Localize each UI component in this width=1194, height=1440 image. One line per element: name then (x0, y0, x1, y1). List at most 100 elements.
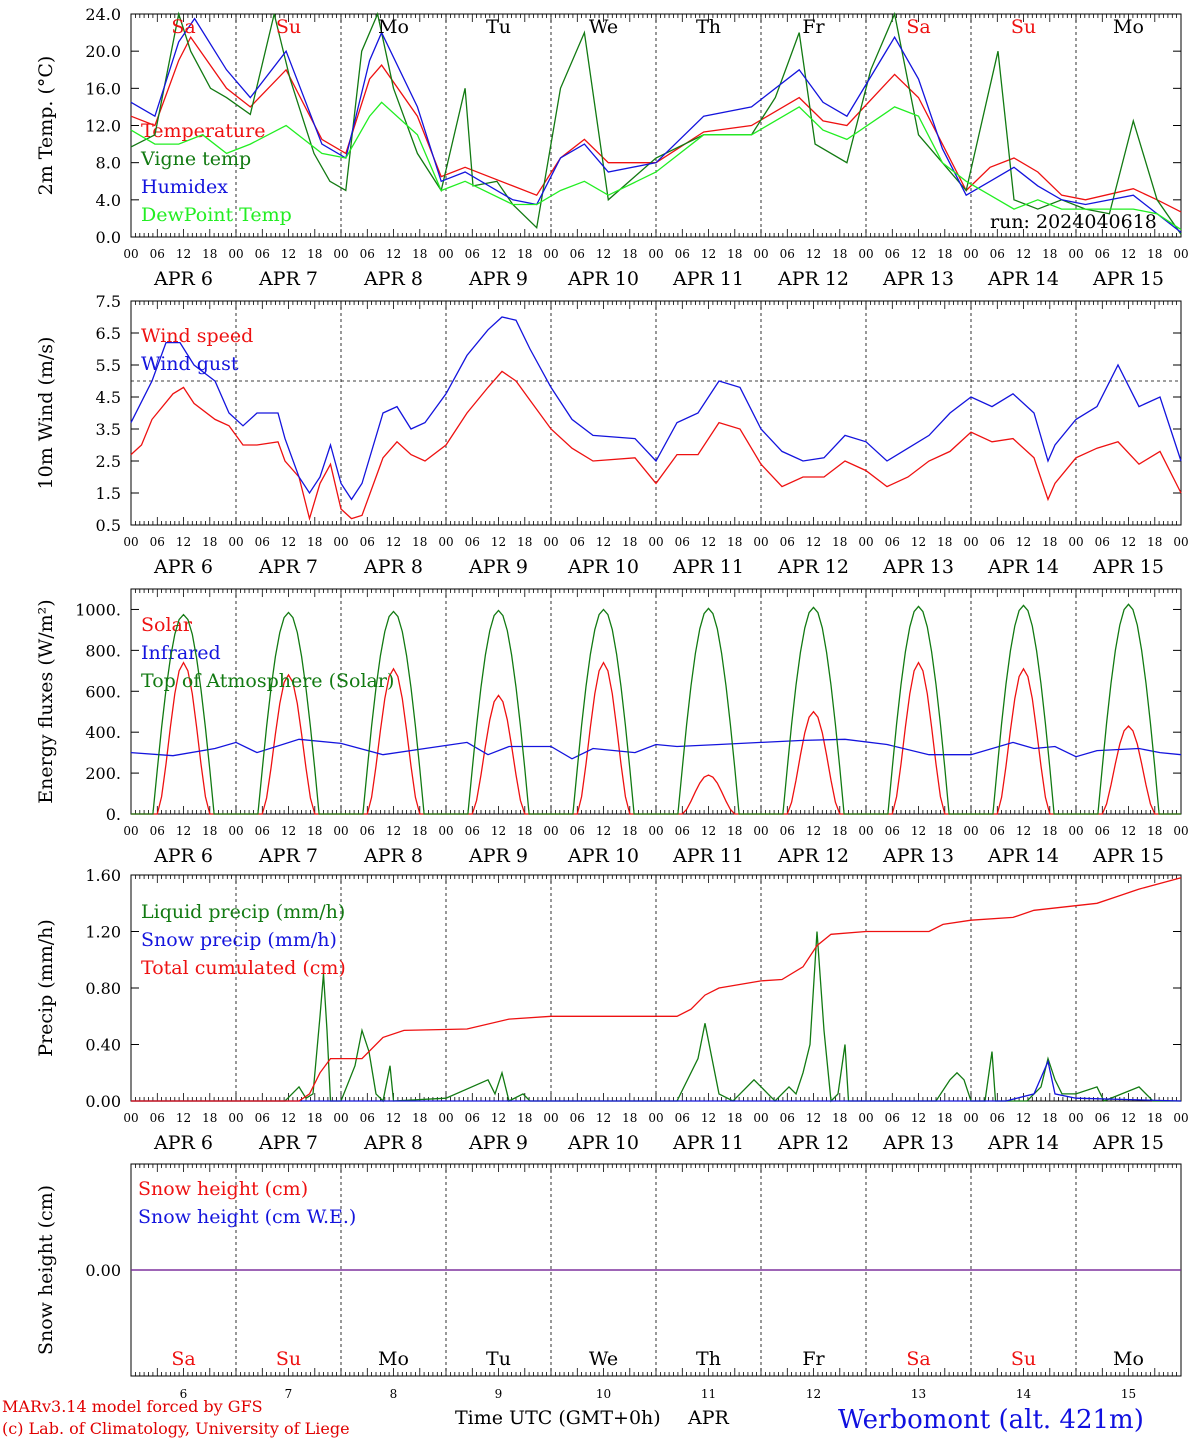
date-label: APR 10 (567, 556, 639, 578)
weekday-label: Fr (802, 16, 825, 38)
hour-label: 12 (701, 824, 716, 838)
hour-label: 12 (1121, 247, 1136, 261)
date-label: APR 15 (1092, 1132, 1164, 1154)
hour-label: 18 (727, 1111, 742, 1125)
weekday-label: Mo (378, 16, 409, 38)
date-label: APR 8 (363, 268, 423, 290)
hour-label: 18 (622, 247, 637, 261)
y-tick-label: 200. (85, 764, 121, 783)
y-tick-label: 24.0 (85, 5, 121, 24)
hour-label: 00 (753, 1111, 768, 1125)
y-tick-label: 3.5 (96, 420, 121, 439)
hour-label: 18 (727, 247, 742, 261)
date-label: APR 14 (987, 1132, 1059, 1154)
hour-label: 06 (885, 535, 900, 549)
y-tick-label: 6.5 (96, 324, 121, 343)
hour-label: 18 (622, 535, 637, 549)
hour-label: 00 (228, 247, 243, 261)
hour-label: 12 (596, 824, 611, 838)
hour-label: 12 (1016, 1111, 1031, 1125)
day-number: 10 (596, 1387, 611, 1401)
hour-label: 06 (150, 824, 165, 838)
hour-label: 06 (675, 247, 690, 261)
date-label: APR 13 (882, 268, 954, 290)
hour-label: 12 (281, 824, 296, 838)
hour-label: 12 (176, 1111, 191, 1125)
hour-label: 06 (675, 824, 690, 838)
hour-label: 12 (911, 247, 926, 261)
y-tick-label: 0.5 (96, 516, 121, 535)
day-number: 13 (911, 1387, 926, 1401)
hour-label: 12 (806, 535, 821, 549)
y-tick-label: 2.5 (96, 452, 121, 471)
hour-label: 06 (885, 247, 900, 261)
hour-label: 06 (465, 535, 480, 549)
hour-label: 00 (1173, 1111, 1188, 1125)
hour-label: 00 (648, 1111, 663, 1125)
hour-label: 06 (360, 824, 375, 838)
hour-label: 18 (1042, 824, 1057, 838)
hour-label: 12 (911, 824, 926, 838)
meteogram-panels: 0.0 4.0 8.0 12.0 16.0 20.0 24.0 2m Temp. (°C) Te… (35, 5, 1189, 1401)
weekday-label: Sa (906, 1348, 930, 1370)
hour-label: 06 (255, 1111, 270, 1125)
x-tick-marks (130, 301, 1182, 525)
hour-label: 18 (1042, 1111, 1057, 1125)
credit-line-1: MARv3.14 model forced by GFS (2, 1397, 263, 1416)
date-label: APR 12 (777, 556, 849, 578)
hour-label: 18 (412, 247, 427, 261)
date-label: APR 8 (363, 556, 423, 578)
series-line (130, 35, 1182, 213)
date-label: APR 9 (468, 845, 528, 867)
hour-label: 18 (937, 247, 952, 261)
hour-label: 18 (832, 535, 847, 549)
hour-label: 00 (963, 247, 978, 261)
chart-panel-1: 0.0 4.0 8.0 12.0 16.0 20.0 24.0 2m Temp. (°C) Te… (35, 5, 1189, 290)
date-label: APR 11 (672, 1132, 744, 1154)
date-label: APR 15 (1092, 268, 1164, 290)
chart-panel-3: 0. 200. 400. 600. 800. 1000. Energy fluxes (W/… (35, 588, 1189, 867)
hour-label: 06 (780, 1111, 795, 1125)
weekday-label: Su (1011, 1348, 1036, 1370)
hour-label: 12 (806, 824, 821, 838)
day-number: 6 (180, 1387, 188, 1401)
weekday-label: Su (276, 16, 301, 38)
hour-label: 18 (307, 824, 322, 838)
y-tick-label: 20.0 (85, 42, 121, 61)
hour-label: 06 (990, 535, 1005, 549)
date-label: APR 11 (672, 845, 744, 867)
hour-label: 12 (701, 247, 716, 261)
hour-label: 12 (1121, 535, 1136, 549)
weekday-label: Sa (171, 1348, 195, 1370)
hour-label: 06 (990, 824, 1005, 838)
x-tick-marks (130, 589, 1182, 814)
hour-label: 06 (570, 247, 585, 261)
hour-label: 12 (1121, 824, 1136, 838)
hour-label: 18 (1147, 247, 1162, 261)
date-label: APR 7 (258, 268, 318, 290)
hour-label: 12 (1016, 824, 1031, 838)
hour-label: 18 (832, 824, 847, 838)
hour-label: 12 (911, 1111, 926, 1125)
hour-label: 18 (1042, 535, 1057, 549)
hour-label: 18 (412, 824, 427, 838)
y-axis-title: Snow height (cm) (35, 1185, 57, 1355)
hour-label: 18 (517, 247, 532, 261)
date-label: APR 6 (153, 1132, 213, 1154)
hour-label: 18 (937, 535, 952, 549)
y-axis-title: 10m Wind (m/s) (35, 337, 57, 490)
hour-label: 00 (1173, 247, 1188, 261)
date-label: APR 8 (363, 845, 423, 867)
hour-label: 00 (648, 247, 663, 261)
y-tick-label: 400. (85, 723, 121, 742)
date-label: APR 7 (258, 1132, 318, 1154)
hour-label: 18 (832, 1111, 847, 1125)
date-label: APR 13 (882, 845, 954, 867)
hour-label: 06 (255, 247, 270, 261)
day-number: 12 (806, 1387, 821, 1401)
series-line (130, 370, 1182, 522)
hour-label: 18 (202, 247, 217, 261)
date-label: APR 14 (987, 556, 1059, 578)
date-label: APR 12 (777, 1132, 849, 1154)
